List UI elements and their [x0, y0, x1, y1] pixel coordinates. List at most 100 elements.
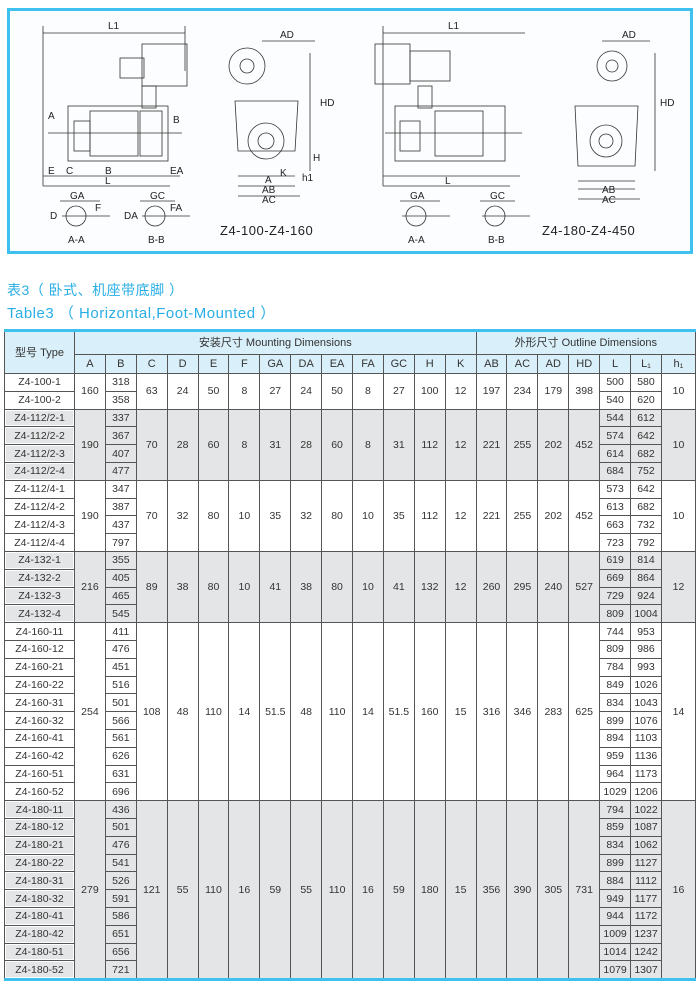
- column-header: AC: [506, 354, 539, 374]
- model-cell: Z4-180-41: [4, 906, 75, 926]
- label-c: C: [66, 166, 73, 177]
- cell-l: 859: [599, 817, 632, 837]
- table-title-en: Table3 （ Horizontal,Foot-Mounted ）: [7, 305, 276, 322]
- cell-c: 108: [135, 622, 168, 802]
- cell-da: 55: [290, 800, 323, 981]
- cell-b: 358: [104, 390, 137, 410]
- model-cell: Z4-180-32: [4, 889, 75, 908]
- cell-b: 721: [104, 960, 137, 981]
- cell-l1: 953: [630, 622, 662, 641]
- cell-l: 884: [599, 871, 632, 891]
- cell-ga: 35: [259, 479, 292, 552]
- cell-ea: 80: [321, 479, 354, 552]
- cell-b: 651: [104, 924, 137, 944]
- cell-k: 12: [444, 373, 477, 410]
- cell-gc: 35: [382, 479, 415, 552]
- cell-b: 337: [104, 408, 137, 428]
- cell-d: 48: [166, 622, 199, 802]
- cell-l1: 864: [630, 568, 662, 588]
- column-header: L: [599, 354, 632, 374]
- cell-l1: 612: [630, 408, 662, 428]
- table-row: Z4-180-52 721 1079 1307: [4, 960, 696, 981]
- cell-l: 949: [599, 889, 632, 908]
- cell-l1: 620: [630, 390, 662, 410]
- label-ab: AB: [262, 185, 276, 196]
- cell-ad: 202: [537, 408, 570, 481]
- cell-fa: 14: [352, 622, 384, 802]
- cell-b: 631: [104, 764, 137, 784]
- cell-b: 451: [104, 657, 137, 677]
- cell-l1: 752: [630, 461, 662, 481]
- cell-f: 10: [228, 479, 261, 552]
- cell-fa: 8: [352, 408, 384, 481]
- cell-h: 112: [413, 408, 446, 481]
- cell-b: 626: [104, 746, 137, 766]
- cell-c: 63: [135, 373, 168, 410]
- cell-l1: 1043: [630, 693, 662, 713]
- cell-c: 121: [135, 800, 168, 981]
- table-row: Z4-160-41 561 894 1103: [4, 728, 696, 748]
- cell-h1: 14: [660, 622, 697, 802]
- label-ga-2: GA: [410, 191, 425, 202]
- cell-a: 254: [74, 622, 106, 802]
- cell-l1: 1022: [630, 800, 662, 819]
- cell-b: 591: [104, 889, 137, 908]
- table-row: Z4-112/2-1 190 337 70 28 60 8 31 28 60 8 31 112 12 221…: [4, 408, 697, 481]
- cell-l: 573: [599, 479, 632, 499]
- cell-l: 809: [599, 639, 632, 659]
- cell-b: 516: [104, 675, 137, 695]
- cell-b: 355: [104, 550, 137, 570]
- cell-ea: 80: [321, 550, 354, 624]
- cell-c: 70: [135, 479, 168, 552]
- cell-l1: 1173: [630, 764, 662, 784]
- model-cell: Z4-132-2: [4, 568, 75, 588]
- model-cell: Z4-180-31: [4, 871, 75, 891]
- table-row: Z4-132-3 465 729 924: [4, 586, 696, 606]
- cell-e: 60: [197, 408, 230, 481]
- cell-ac: 255: [506, 479, 539, 552]
- cell-l: 744: [599, 622, 632, 641]
- label-hd: HD: [320, 98, 334, 109]
- mounting-dimensions-header: 安装尺寸 Mounting Dimensions: [74, 330, 477, 355]
- cell-b: 501: [104, 693, 137, 713]
- cell-h1: 16: [660, 800, 697, 981]
- cell-ad: 179: [537, 373, 570, 410]
- model-cell: Z4-160-21: [4, 657, 75, 677]
- cell-l: 614: [599, 444, 632, 463]
- label-f: F: [95, 203, 101, 214]
- cell-l1: 1206: [630, 782, 662, 802]
- model-cell: Z4-180-42: [4, 924, 75, 944]
- cell-b: 566: [104, 711, 137, 730]
- column-header: FA: [352, 354, 384, 374]
- cell-c: 70: [135, 408, 168, 481]
- cell-ad: 283: [537, 622, 570, 802]
- table-row: Z4-112/4-1 190 347 70 32 80 10 35 32 80 10 35 112 12 2…: [4, 479, 697, 552]
- cell-ad: 240: [537, 550, 570, 624]
- cell-b: 526: [104, 871, 137, 891]
- cell-ga: 31: [259, 408, 292, 481]
- cell-l1: 580: [630, 373, 662, 392]
- cell-l: 899: [599, 711, 632, 730]
- table-row: Z4-180-41 586 944 1172: [4, 906, 696, 926]
- cell-l1: 1177: [630, 889, 662, 908]
- model-cell: Z4-160-31: [4, 693, 75, 713]
- model-cell: Z4-112/2-4: [4, 461, 75, 481]
- dimension-drawings: L1 AD HD A B E C B EA L A K AB AC H h1 G…: [42, 21, 674, 246]
- cell-b: 476: [104, 639, 137, 659]
- table-row: Z4-160-21 451 784 993: [4, 657, 696, 677]
- model-cell: Z4-112/2-3: [4, 444, 75, 463]
- cell-ac: 390: [506, 800, 539, 981]
- model-cell: Z4-112/4-1: [4, 479, 75, 499]
- cell-da: 32: [290, 479, 323, 552]
- cell-f: 8: [228, 408, 261, 481]
- cell-a: 216: [74, 550, 106, 624]
- cell-l: 959: [599, 746, 632, 766]
- label-gc: GC: [150, 191, 165, 202]
- table-row: Z4-160-52 696 1029 1206: [4, 782, 696, 802]
- cell-l1: 1127: [630, 853, 662, 873]
- cell-l: 849: [599, 675, 632, 695]
- table-row: Z4-180-42 651 1009 1237: [4, 924, 696, 944]
- cell-l: 784: [599, 657, 632, 677]
- cell-l1: 993: [630, 657, 662, 677]
- cell-h1: 10: [660, 373, 697, 410]
